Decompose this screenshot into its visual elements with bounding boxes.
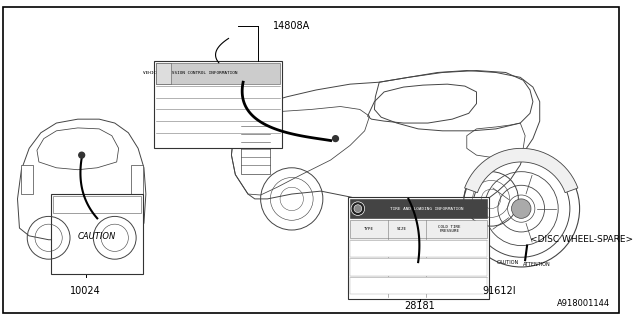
- Bar: [350, 199, 487, 218]
- Polygon shape: [17, 119, 146, 240]
- Polygon shape: [465, 148, 578, 193]
- Text: 28181: 28181: [404, 301, 435, 311]
- Circle shape: [511, 199, 531, 218]
- Text: A918001144: A918001144: [557, 300, 610, 308]
- Bar: [156, 63, 171, 84]
- Bar: [350, 277, 487, 294]
- Text: 14808A: 14808A: [273, 21, 310, 31]
- Text: CAUTION: CAUTION: [77, 232, 116, 241]
- Polygon shape: [232, 70, 540, 211]
- Bar: [241, 123, 270, 174]
- Text: CAUTION: CAUTION: [497, 260, 519, 265]
- Circle shape: [354, 205, 362, 212]
- Bar: [154, 61, 282, 148]
- Text: ATTENTION: ATTENTION: [523, 261, 550, 267]
- Bar: [156, 63, 280, 84]
- Bar: [350, 240, 487, 257]
- Bar: [350, 220, 487, 238]
- Text: TIRE AND LOADING INFORMATION: TIRE AND LOADING INFORMATION: [390, 207, 463, 211]
- Text: TYPE: TYPE: [364, 227, 374, 231]
- Circle shape: [79, 152, 84, 158]
- Bar: [131, 165, 143, 194]
- Bar: [348, 197, 489, 299]
- Bar: [52, 196, 141, 213]
- Circle shape: [351, 202, 365, 215]
- Text: 10024: 10024: [70, 286, 101, 296]
- Text: COLD TIRE
PRESSURE: COLD TIRE PRESSURE: [438, 225, 461, 233]
- Bar: [21, 165, 33, 194]
- Text: VEHICLE EMISSION CONTROL INFORMATION: VEHICLE EMISSION CONTROL INFORMATION: [143, 71, 238, 76]
- Text: <DISC WHEEL-SPARE>: <DISC WHEEL-SPARE>: [530, 235, 633, 244]
- Bar: [51, 194, 143, 274]
- Bar: [350, 258, 487, 276]
- Text: 91612I: 91612I: [483, 286, 516, 296]
- Text: SIZE: SIZE: [397, 227, 407, 231]
- Circle shape: [333, 136, 339, 141]
